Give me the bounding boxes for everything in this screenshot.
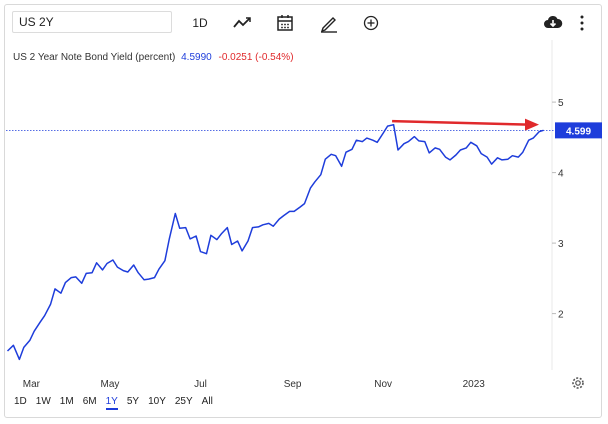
chart-type-icon[interactable] [231,12,253,34]
range-25y[interactable]: 25Y [174,396,193,407]
settings-gear-icon[interactable] [571,376,585,390]
x-tick-label: Jul [194,379,207,390]
series-name: US 2 Year Note Bond Yield (percent) [13,52,176,63]
series-line [6,123,544,361]
annotation-arrow-head [525,118,539,131]
series-change: -0.0251 (-0.54%) [218,52,294,63]
y-tick-label: 5 [558,98,564,109]
add-compare-icon[interactable] [360,12,382,34]
calendar-icon[interactable] [274,12,296,34]
x-tick-label: Mar [23,379,41,390]
series-legend: US 2 Year Note Bond Yield (percent) 4.59… [13,52,294,63]
download-cloud-icon[interactable] [542,12,564,34]
range-1y[interactable]: 1Y [105,396,118,410]
draw-pencil-icon[interactable] [318,12,340,34]
price-tag-label: 4.599 [566,126,591,137]
annotation-arrow-shaft [392,119,530,126]
interval-button[interactable]: 1D [192,16,208,30]
symbol-input[interactable]: US 2Y [12,11,172,33]
range-1m[interactable]: 1M [59,396,74,407]
range-5y[interactable]: 5Y [126,396,140,407]
x-tick-label: Sep [284,379,302,390]
y-tick-label: 4 [558,169,564,180]
x-tick-label: 2023 [463,379,486,390]
chart-widget: US 2Y 1D [4,4,602,418]
range-selector: 1D 1W 1M 6M 1Y 5Y 10Y 25Y All [14,396,222,412]
x-tick-label: Nov [374,379,392,390]
y-tick-label: 2 [558,310,564,321]
range-all[interactable]: All [201,396,213,407]
range-1d[interactable]: 1D [14,396,27,407]
x-tick-label: May [100,379,119,390]
price-tag-box [555,122,602,139]
range-6m[interactable]: 6M [82,396,97,407]
range-10y[interactable]: 10Y [148,396,166,407]
more-vertical-icon[interactable] [571,12,593,34]
toolbar: US 2Y 1D [5,5,601,41]
range-1w[interactable]: 1W [35,396,51,407]
y-tick-label: 3 [558,239,564,250]
series-last-value: 4.5990 [181,52,212,63]
